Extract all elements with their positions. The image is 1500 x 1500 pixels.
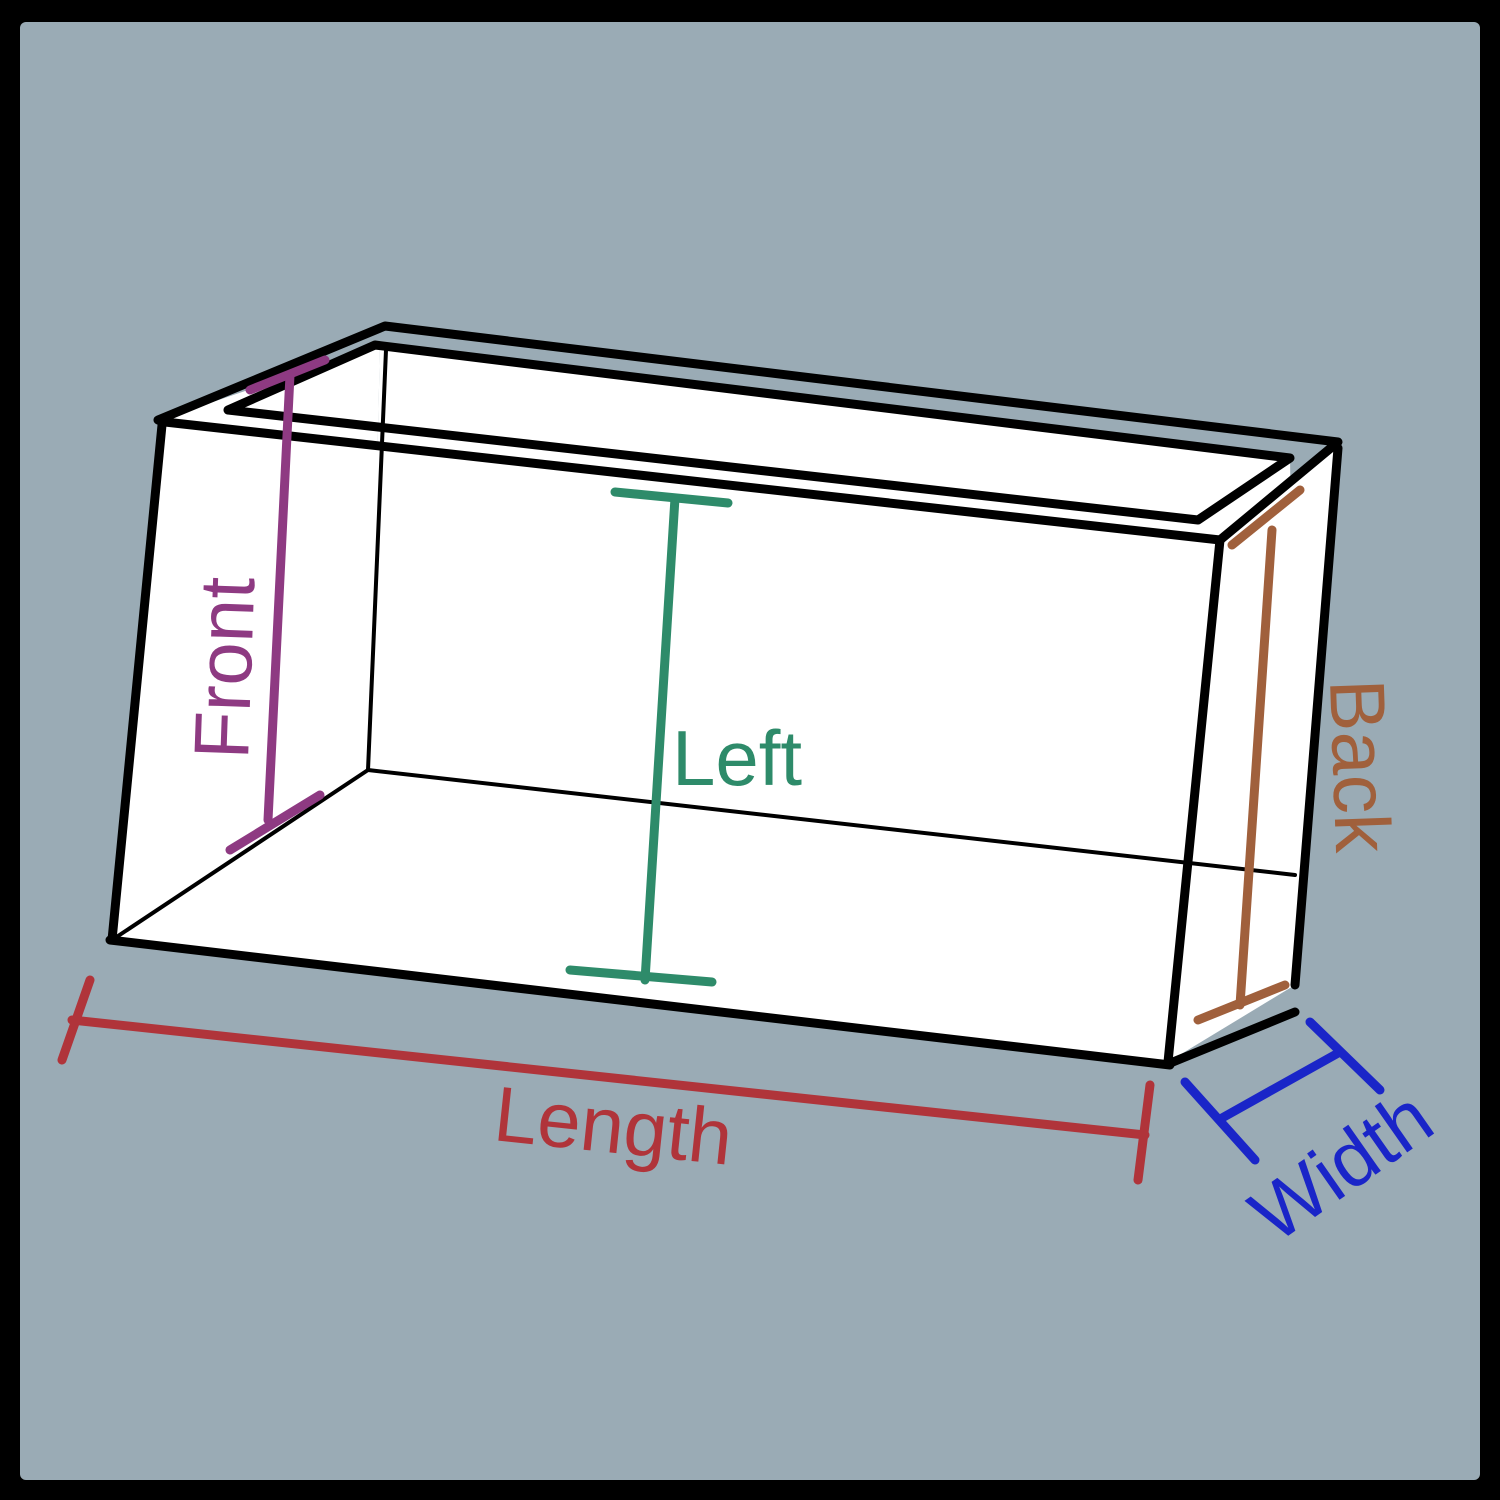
- front-dimension: [225, 355, 330, 855]
- width-dimension-cap-left: [1180, 1077, 1260, 1165]
- inner-edge-vertical: [366, 348, 388, 772]
- back-dimension-cap-top: [1227, 485, 1305, 550]
- edge-back-right: [1290, 443, 1343, 990]
- left-dimension: [565, 487, 733, 987]
- length-dimension: [57, 975, 1155, 1185]
- left-dimension-cap-top: [610, 487, 733, 508]
- box-left-panel: [110, 422, 1220, 1065]
- length-dimension-line: [67, 1015, 1150, 1140]
- width-dimension: [1180, 1017, 1385, 1165]
- inner-edge-floor-back: [366, 768, 1297, 877]
- inner-edge-floor-left: [110, 768, 370, 942]
- front-label: Front: [177, 575, 271, 760]
- back-dimension-cap-bottom: [1193, 980, 1290, 1025]
- length-dimension-cap-right: [1133, 1080, 1155, 1185]
- width-dimension-line: [1217, 1047, 1345, 1123]
- width-dimension-cap-right: [1305, 1017, 1385, 1095]
- left-dimension-cap-bottom: [565, 965, 717, 987]
- box-outline: [105, 321, 1343, 1070]
- length-dimension-cap-left: [57, 975, 95, 1065]
- edge-front-left: [107, 420, 167, 945]
- back-label: Back: [1313, 678, 1407, 855]
- left-dimension-line: [640, 493, 680, 985]
- edge-back-bottom: [1163, 1007, 1300, 1069]
- edge-bottom-front: [105, 935, 1175, 1070]
- open-box: [105, 321, 1343, 1070]
- front-dimension-line: [263, 370, 295, 825]
- back-dimension-line: [1235, 525, 1277, 1010]
- edge-front-right: [1163, 535, 1225, 1067]
- rim-inner: [223, 340, 1295, 525]
- left-label: Left: [672, 714, 802, 802]
- back-dimension: [1193, 485, 1305, 1025]
- front-dimension-cap-top: [245, 355, 330, 395]
- front-dimension-cap-bottom: [225, 790, 325, 855]
